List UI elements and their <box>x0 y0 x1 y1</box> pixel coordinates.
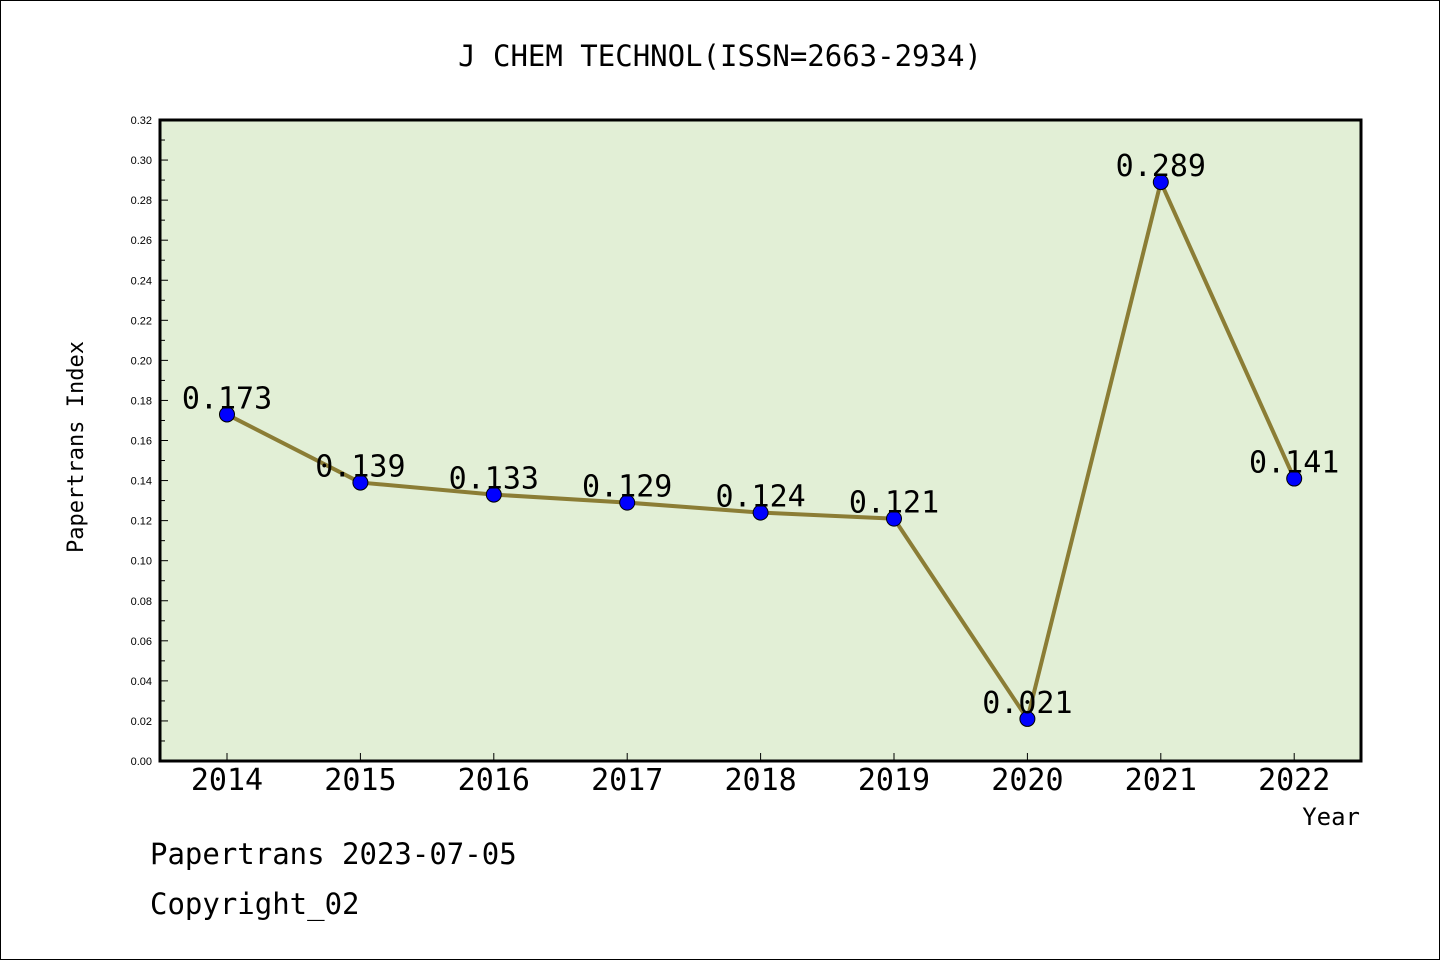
data-label: 0.129 <box>582 470 672 505</box>
y-tick-label: 0.32 <box>131 115 152 127</box>
data-label: 0.121 <box>849 486 939 521</box>
x-tick-label: 2021 <box>1125 763 1197 798</box>
plot-area <box>158 118 1363 763</box>
y-tick-label: 0.26 <box>131 235 152 247</box>
y-tick-label: 0.04 <box>131 676 152 688</box>
data-point <box>352 474 369 491</box>
y-tick-label: 0.14 <box>131 476 152 488</box>
data-labels: 0.173 0.139 0.133 0.129 0.124 0.121 0.021 0.289… <box>182 149 1340 721</box>
y-tick-label: 0.00 <box>131 756 152 768</box>
x-axis: 2014 2015 2016 2017 2018 2019 2020 2021 2022 <box>191 753 1330 798</box>
data-label: 0.289 <box>1116 149 1206 184</box>
x-tick-label: 2020 <box>991 763 1063 798</box>
y-tick-label: 0.12 <box>131 516 152 528</box>
x-tick-label: 2018 <box>724 763 796 798</box>
footer-copyright: Copyright_02 <box>150 887 360 922</box>
x-tick-label: 2016 <box>458 763 530 798</box>
y-tick-label: 0.30 <box>131 155 152 167</box>
data-label: 0.021 <box>982 686 1072 721</box>
y-tick-label: 0.08 <box>131 596 152 608</box>
y-tick-label: 0.02 <box>131 716 152 728</box>
x-tick-label: 2019 <box>858 763 930 798</box>
data-point <box>1152 174 1169 191</box>
y-tick-label: 0.24 <box>131 275 152 287</box>
y-tick-label: 0.10 <box>131 556 152 568</box>
data-point <box>752 504 769 521</box>
chart-title: J CHEM TECHNOL(ISSN=2663-2934) <box>458 39 982 73</box>
data-label: 0.139 <box>315 450 405 485</box>
y-tick-label: 0.20 <box>131 355 152 367</box>
x-tick-label: 2014 <box>191 763 263 798</box>
data-point <box>485 486 502 503</box>
x-tick-label: 2022 <box>1258 763 1330 798</box>
data-point <box>1286 470 1303 487</box>
x-axis-label: Year <box>1302 803 1360 831</box>
y-tick-label: 0.06 <box>131 636 152 648</box>
series-markers <box>219 174 1303 727</box>
x-tick-label: 2017 <box>591 763 663 798</box>
data-point <box>619 494 636 511</box>
x-tick-label: 2015 <box>324 763 396 798</box>
data-label: 0.133 <box>449 462 539 497</box>
y-tick-label: 0.22 <box>131 315 152 327</box>
y-axis: 0.00 0.02 0.04 0.06 0.08 0.10 0.12 0.14 0.16 0.18… <box>131 115 168 768</box>
data-label: 0.173 <box>182 381 272 416</box>
y-tick-label: 0.18 <box>131 395 152 407</box>
data-point <box>886 510 902 527</box>
y-axis-label: Papertrans Index <box>64 341 89 553</box>
data-label: 0.124 <box>715 480 805 515</box>
data-point <box>219 406 235 423</box>
y-tick-label: 0.28 <box>131 195 152 207</box>
data-point <box>1019 710 1036 727</box>
footer-date: Papertrans 2023-07-05 <box>150 837 517 871</box>
y-tick-label: 0.16 <box>131 436 152 448</box>
data-label: 0.141 <box>1249 446 1339 481</box>
